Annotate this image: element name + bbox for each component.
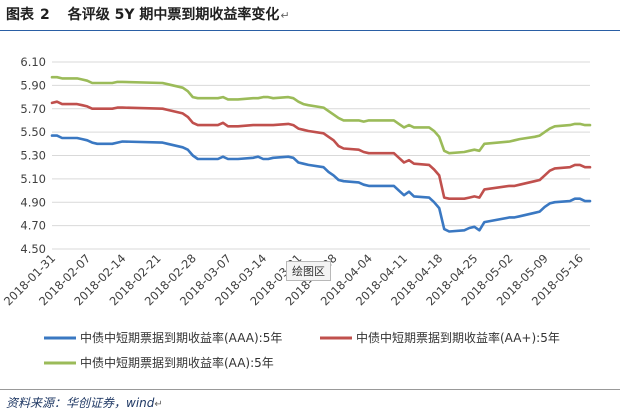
y-tick-label: 5.70 <box>20 102 46 116</box>
paragraph-mark-icon: ↵ <box>280 9 290 22</box>
legend-label: 中债中短期票据到期收益率(AA):5年 <box>80 355 274 370</box>
y-tick-label: 5.30 <box>20 149 46 163</box>
legend-label: 中债中短期票据到期收益率(AAA):5年 <box>80 330 282 345</box>
y-tick-label: 4.70 <box>20 219 46 233</box>
paragraph-mark-icon: ↵ <box>154 399 163 410</box>
legend-label: 中债中短期票据到期收益率(AA+):5年 <box>356 330 560 345</box>
caption-number: 2 <box>40 7 50 23</box>
source-note: 资料来源：华创证券，wind↵ <box>6 394 163 411</box>
caption-prefix: 图表 <box>6 7 34 23</box>
source-text: 资料来源：华创证券，wind <box>6 396 155 410</box>
figure-caption: 图表 2 各评级 5Y 期中票到期收益率变化↵ <box>6 4 290 24</box>
y-tick-label: 6.10 <box>20 55 46 69</box>
series-line-2 <box>50 75 592 155</box>
y-tick-label: 5.90 <box>20 78 46 92</box>
source-rule <box>0 389 620 390</box>
y-tick-label: 5.10 <box>20 172 46 186</box>
caption-title: 各评级 5Y 期中票到期收益率变化 <box>67 7 280 23</box>
y-tick-label: 4.90 <box>20 195 46 209</box>
y-tick-label: 5.50 <box>20 125 46 139</box>
plot-area-tag: 绘图区 <box>286 261 331 281</box>
series-line-1 <box>50 100 592 200</box>
caption-rule <box>0 30 620 31</box>
y-tick-label: 4.50 <box>20 242 46 256</box>
series-line-0 <box>50 134 592 233</box>
